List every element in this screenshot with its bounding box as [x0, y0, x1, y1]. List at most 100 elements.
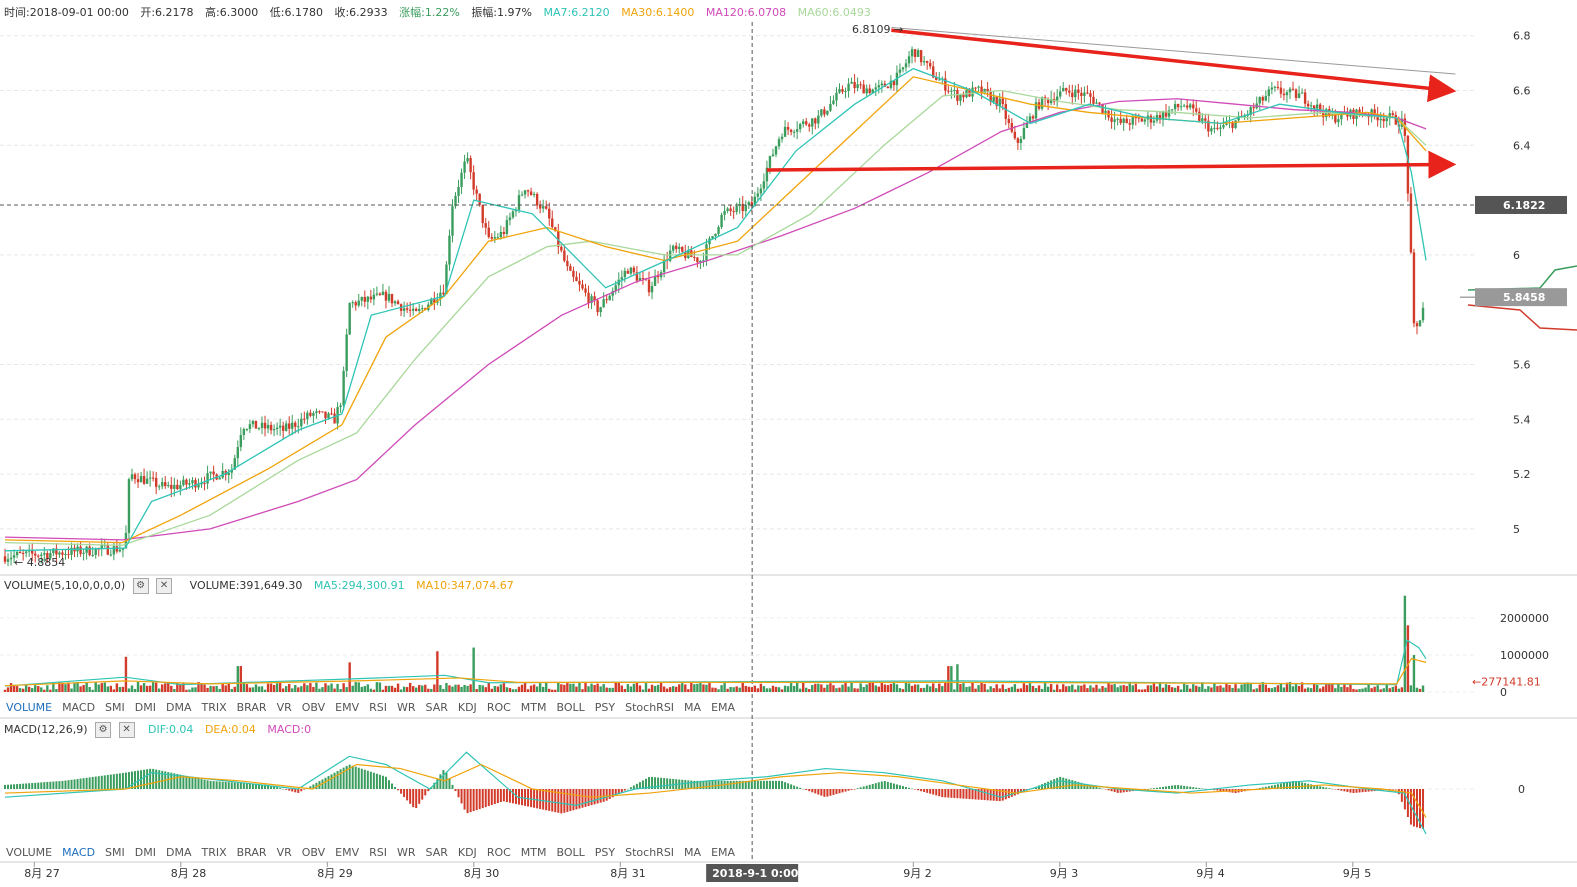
- candle-body: [1418, 320, 1422, 327]
- macd-histogram-bar: [70, 779, 73, 789]
- macd-histogram-bar: [315, 782, 318, 789]
- indicator-tab-dmi[interactable]: DMI: [134, 846, 156, 859]
- volume-bar: [971, 682, 974, 692]
- volume-bar: [1249, 683, 1252, 692]
- indicator-tab-ma[interactable]: MA: [684, 846, 702, 859]
- indicator-tab-volume[interactable]: VOLUME: [6, 701, 53, 714]
- macd-close-icon[interactable]: ✕: [118, 722, 135, 738]
- indicator-tab-rsi[interactable]: RSI: [369, 846, 387, 859]
- indicator-tab-rsi[interactable]: RSI: [369, 701, 387, 714]
- indicator-tab-stochrsi[interactable]: StochRSI: [625, 701, 675, 714]
- candle-body: [1409, 193, 1413, 253]
- indicator-tab-dma[interactable]: DMA: [165, 701, 192, 714]
- candle-body: [538, 205, 542, 209]
- indicator-tab-dmi[interactable]: DMI: [134, 701, 156, 714]
- indicator-tab-emv[interactable]: EMV: [335, 846, 360, 859]
- macd-histogram-bar: [826, 789, 829, 797]
- macd-histogram-bar: [1349, 789, 1352, 793]
- indicator-tab-vr[interactable]: VR: [276, 846, 292, 859]
- indicator-tab-trix[interactable]: TRIX: [201, 701, 227, 714]
- indicator-tab-trix[interactable]: TRIX: [201, 846, 227, 859]
- candle-body: [919, 50, 923, 63]
- candle-body: [251, 420, 255, 425]
- indicator-tab-psy[interactable]: PSY: [594, 846, 616, 859]
- indicator-tab-dma[interactable]: DMA: [165, 846, 192, 859]
- macd-settings-gear-icon[interactable]: ⚙: [95, 722, 112, 738]
- indicator-tab-brar[interactable]: BRAR: [236, 701, 267, 714]
- candle-body: [3, 556, 7, 562]
- indicator-tab-sar[interactable]: SAR: [425, 701, 448, 714]
- volume-settings-gear-icon[interactable]: ⚙: [132, 578, 149, 594]
- indicator-tab-wr[interactable]: WR: [396, 846, 416, 859]
- macd-histogram-bar: [1313, 785, 1316, 789]
- volume-bar: [445, 683, 448, 692]
- indicator-tab-vr[interactable]: VR: [276, 701, 292, 714]
- indicator-tab-smi[interactable]: SMI: [105, 846, 125, 859]
- candle-body: [70, 547, 73, 555]
- macd-histogram-bar: [381, 775, 384, 789]
- indicator-tab-mtm[interactable]: MTM: [520, 701, 547, 714]
- candle-body: [167, 484, 170, 487]
- indicator-tab-mtm[interactable]: MTM: [520, 846, 547, 859]
- volume-bar: [88, 687, 91, 692]
- indicator-tab-roc[interactable]: ROC: [486, 846, 511, 859]
- indicator-tab-roc[interactable]: ROC: [486, 701, 511, 714]
- indicator-tab-smi[interactable]: SMI: [105, 701, 125, 714]
- x-axis-label: 9月 5: [1343, 867, 1372, 880]
- indicator-tab-obv[interactable]: OBV: [301, 846, 326, 859]
- macd-histogram-bar: [439, 774, 442, 789]
- macd-histogram-bar: [814, 789, 817, 794]
- volume-bar: [269, 683, 273, 692]
- macd-histogram-bar: [1225, 789, 1228, 792]
- candle-body: [1040, 97, 1044, 109]
- candle-body: [992, 96, 995, 102]
- candle-body: [1158, 115, 1162, 120]
- volume-bar: [1043, 682, 1047, 692]
- volume-bar: [859, 683, 862, 692]
- x-axis-label: 8月 28: [171, 867, 207, 880]
- candle-body: [792, 131, 796, 133]
- volume-value: VOLUME:391,649.30: [189, 579, 303, 592]
- indicator-tab-ema[interactable]: EMA: [711, 846, 736, 859]
- volume-bar: [1198, 686, 1201, 692]
- volume-bar: [396, 683, 400, 692]
- indicator-tab-brar[interactable]: BRAR: [236, 846, 267, 859]
- indicator-tab-psy[interactable]: PSY: [594, 701, 616, 714]
- indicator-tab-ema[interactable]: EMA: [711, 701, 736, 714]
- macd-histogram-bar: [16, 784, 19, 789]
- indicator-tab-ma[interactable]: MA: [684, 701, 702, 714]
- candle-body: [1282, 93, 1286, 96]
- candle-body: [545, 206, 548, 209]
- indicator-tab-obv[interactable]: OBV: [301, 701, 326, 714]
- macd-histogram-bar: [22, 783, 25, 789]
- indicator-tab-stochrsi[interactable]: StochRSI: [625, 846, 675, 859]
- macd-histogram-bar: [1282, 782, 1285, 789]
- indicator-tab-boll[interactable]: BOLL: [556, 701, 585, 714]
- indicator-tab-boll[interactable]: BOLL: [556, 846, 585, 859]
- indicator-tab-kdj[interactable]: KDJ: [457, 701, 477, 714]
- volume-bar: [817, 683, 820, 692]
- macd-histogram-bar: [968, 789, 971, 800]
- candle-body: [200, 482, 203, 485]
- candle-body: [817, 115, 820, 124]
- candle-body: [717, 227, 720, 234]
- indicator-tab-macd[interactable]: MACD: [62, 846, 96, 859]
- macd-histogram-bar: [1358, 789, 1361, 793]
- indicator-tab-emv[interactable]: EMV: [335, 701, 360, 714]
- volume-bar: [297, 687, 300, 692]
- indicator-tab-wr[interactable]: WR: [396, 701, 416, 714]
- candle-body: [151, 477, 155, 479]
- candle-body: [402, 308, 406, 311]
- macd-histogram-bar: [1292, 781, 1295, 789]
- volume-close-icon[interactable]: ✕: [156, 578, 173, 594]
- macd-histogram-bar: [1394, 789, 1397, 790]
- candle-body: [765, 167, 769, 182]
- indicator-tab-kdj[interactable]: KDJ: [457, 846, 477, 859]
- volume-bar: [526, 689, 530, 692]
- indicator-tab-macd[interactable]: MACD: [62, 701, 96, 714]
- macd-histogram-bar: [13, 784, 16, 789]
- indicator-tab-volume[interactable]: VOLUME: [6, 846, 53, 859]
- macd-histogram-bar: [793, 785, 796, 789]
- indicator-tab-sar[interactable]: SAR: [425, 846, 448, 859]
- candle-body: [1207, 120, 1210, 132]
